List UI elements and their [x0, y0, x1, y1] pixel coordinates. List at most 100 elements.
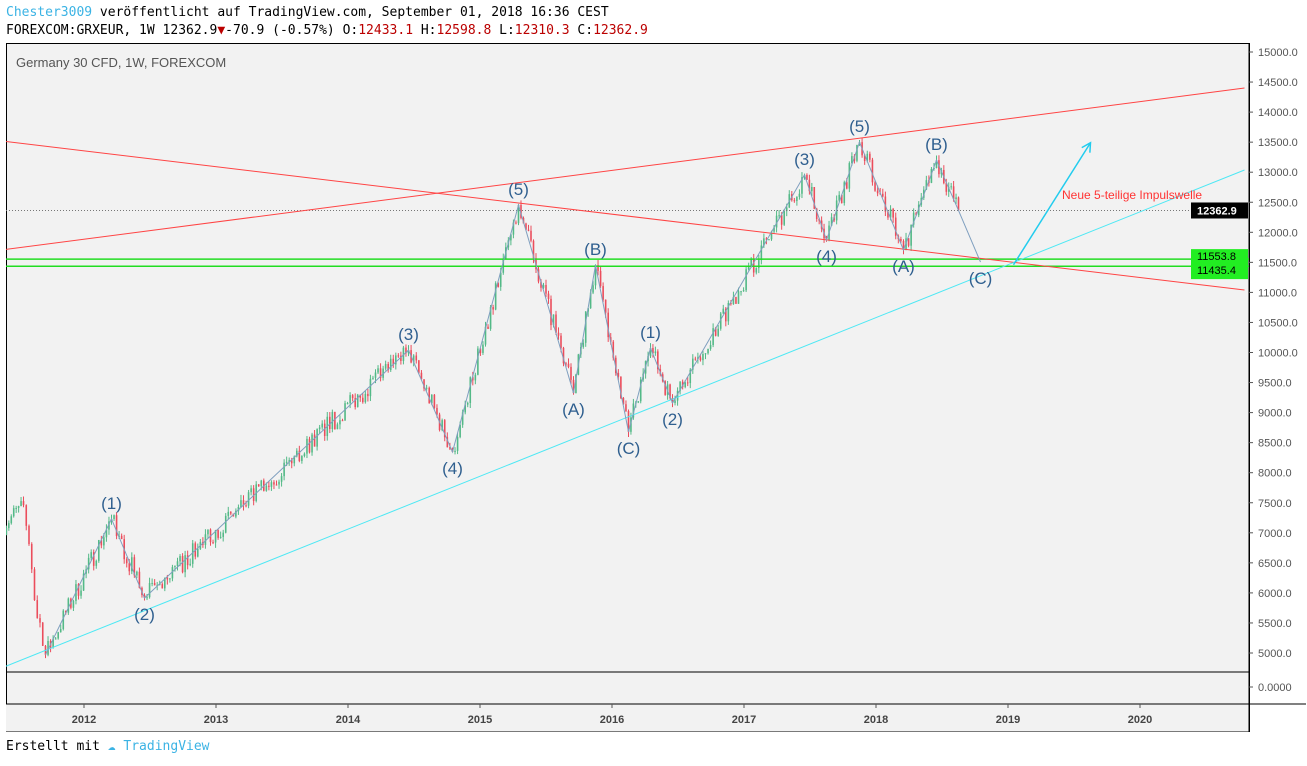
- y-tick-label: 14500.0: [1258, 77, 1298, 89]
- candle-body: [907, 238, 910, 246]
- last-price-badge-label: 12362.9: [1197, 205, 1237, 217]
- candle-body: [400, 355, 402, 361]
- candle-body: [387, 364, 389, 371]
- candle-body: [692, 358, 694, 370]
- high-label: H:: [420, 23, 437, 38]
- candle-body: [113, 515, 115, 519]
- candle-body: [856, 144, 858, 161]
- candle-body: [397, 355, 400, 357]
- candle-body: [356, 394, 359, 408]
- candle-body: [41, 622, 44, 646]
- candle-body: [30, 544, 33, 570]
- candle-body: [156, 584, 158, 586]
- candle-body: [547, 293, 550, 299]
- candle-body: [296, 450, 298, 457]
- candle-body: [950, 186, 952, 188]
- candle-body: [945, 183, 948, 192]
- support-badge-label: 11435.4: [1197, 265, 1236, 277]
- chart[interactable]: Germany 30 CFD, 1W, FOREXCOM 5000.0 5500.0…: [1, 43, 1306, 733]
- candle-body: [838, 194, 840, 201]
- candle-body: [250, 488, 252, 493]
- candle-body: [382, 368, 384, 378]
- candle-body: [131, 557, 133, 572]
- candle-body: [12, 508, 15, 517]
- y-tick-label: 9500.0: [1258, 378, 1292, 390]
- candle-body: [212, 542, 214, 544]
- candle-body: [560, 335, 562, 348]
- chart-svg[interactable]: Germany 30 CFD, 1W, FOREXCOM 5000.0 5500.0…: [1, 43, 1306, 733]
- time-axis: [6, 704, 1249, 732]
- candle-body: [186, 555, 189, 566]
- candle-body: [801, 177, 803, 194]
- candle-body: [813, 187, 816, 209]
- y-tick-label: 9000.0: [1258, 408, 1292, 420]
- candle-body: [719, 313, 722, 329]
- candle-body: [798, 193, 801, 197]
- wave-label: (4): [816, 247, 837, 266]
- low-label: L:: [499, 23, 515, 38]
- last-price-badge: [1191, 202, 1248, 219]
- candle-body: [592, 285, 594, 293]
- candle-body: [39, 618, 41, 623]
- candle-body: [714, 328, 717, 336]
- high-value: 12598.8: [436, 23, 492, 38]
- candle-body: [684, 382, 686, 388]
- candle-body: [679, 381, 681, 391]
- candle-body: [681, 381, 684, 388]
- candle-body: [285, 461, 288, 463]
- candle-body: [105, 529, 108, 538]
- candle-body: [280, 476, 283, 482]
- author-link[interactable]: Chester3009: [6, 5, 93, 20]
- candle-body: [268, 485, 270, 487]
- candle-body: [290, 460, 293, 464]
- candle-body: [730, 302, 732, 305]
- candle-body: [158, 584, 161, 586]
- candle-body: [742, 290, 745, 292]
- candle-body: [57, 632, 59, 639]
- wave-label: (C): [617, 439, 641, 458]
- candle-body: [515, 222, 517, 224]
- candle-body: [745, 269, 747, 291]
- candle-body: [311, 434, 313, 453]
- x-tick-label: 2019: [996, 714, 1020, 726]
- candle-body: [430, 394, 433, 404]
- ohlc-line: FOREXCOM:GRXEUR, 1W 12362.9▼-70.9 (-0.57…: [6, 23, 648, 38]
- candle-body: [136, 571, 138, 576]
- candle-body: [589, 292, 592, 309]
- candle-body: [763, 238, 765, 246]
- candle-body: [179, 556, 181, 562]
- candle-body: [288, 460, 290, 462]
- candle-body: [602, 286, 604, 300]
- y-tick-label: 5000.0: [1258, 648, 1292, 660]
- candle-body: [308, 438, 311, 453]
- candle-body: [717, 328, 719, 336]
- candle-body: [947, 187, 950, 192]
- wave-label: (3): [794, 150, 815, 169]
- candle-body: [405, 347, 407, 354]
- open-label: O:: [342, 23, 359, 38]
- candle-body: [441, 420, 443, 431]
- candle-body: [806, 174, 808, 180]
- x-tick-label: 2013: [204, 714, 228, 726]
- candle-body: [412, 355, 415, 363]
- candle-body: [443, 420, 446, 438]
- candle-body: [47, 640, 49, 655]
- red-trendline: [1, 87, 1245, 251]
- candle-body: [436, 407, 438, 415]
- candle-body: [866, 153, 869, 162]
- candle-body: [671, 398, 674, 403]
- candle-body: [395, 355, 397, 365]
- tradingview-link[interactable]: TradingView: [123, 739, 210, 754]
- candle-body: [219, 536, 222, 538]
- candle-body: [217, 530, 219, 538]
- candle-body: [612, 341, 615, 358]
- candle-body: [153, 583, 156, 586]
- candle-body: [494, 283, 497, 310]
- tradingview-logo-icon: ☁: [107, 739, 116, 754]
- candle-body: [265, 485, 268, 491]
- candle-body: [570, 366, 572, 380]
- y-tick-label: 10000.0: [1258, 348, 1298, 360]
- wave-label: (5): [508, 180, 529, 199]
- candle-body: [900, 238, 902, 241]
- footer: Erstellt mit ☁ TradingView: [6, 739, 210, 754]
